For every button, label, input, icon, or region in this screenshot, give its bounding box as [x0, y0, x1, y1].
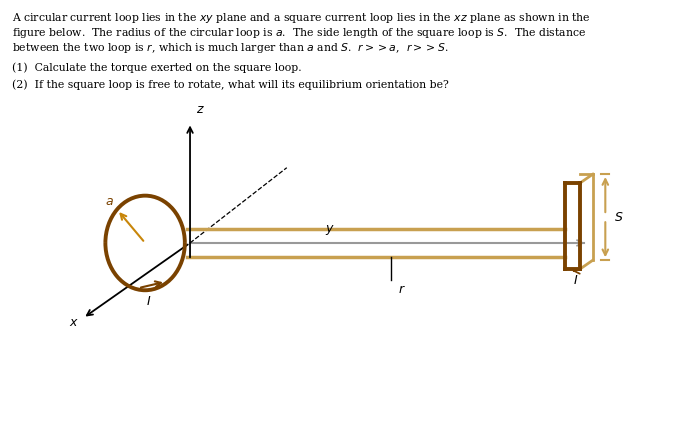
Text: (2)  If the square loop is free to rotate, what will its equilibrium orientation: (2) If the square loop is free to rotate… [12, 80, 449, 90]
Text: $x$: $x$ [69, 316, 79, 329]
Text: $r$: $r$ [398, 283, 406, 295]
Text: $z$: $z$ [196, 103, 205, 116]
Text: (1)  Calculate the torque exerted on the square loop.: (1) Calculate the torque exerted on the … [12, 62, 302, 73]
Text: between the two loop is $r$, which is much larger than $a$ and $S$.  $r$$>>$$a$,: between the two loop is $r$, which is mu… [12, 41, 449, 55]
Text: $y$: $y$ [325, 223, 334, 237]
Text: $a$: $a$ [105, 195, 114, 208]
Text: $I$: $I$ [146, 295, 151, 308]
Text: $S$: $S$ [614, 211, 623, 224]
Text: $I$: $I$ [573, 274, 578, 287]
Text: figure below.  The radius of the circular loop is $a$.  The side length of the s: figure below. The radius of the circular… [12, 26, 587, 40]
Text: A circular current loop lies in the $xy$ plane and a square current loop lies in: A circular current loop lies in the $xy$… [12, 11, 591, 25]
